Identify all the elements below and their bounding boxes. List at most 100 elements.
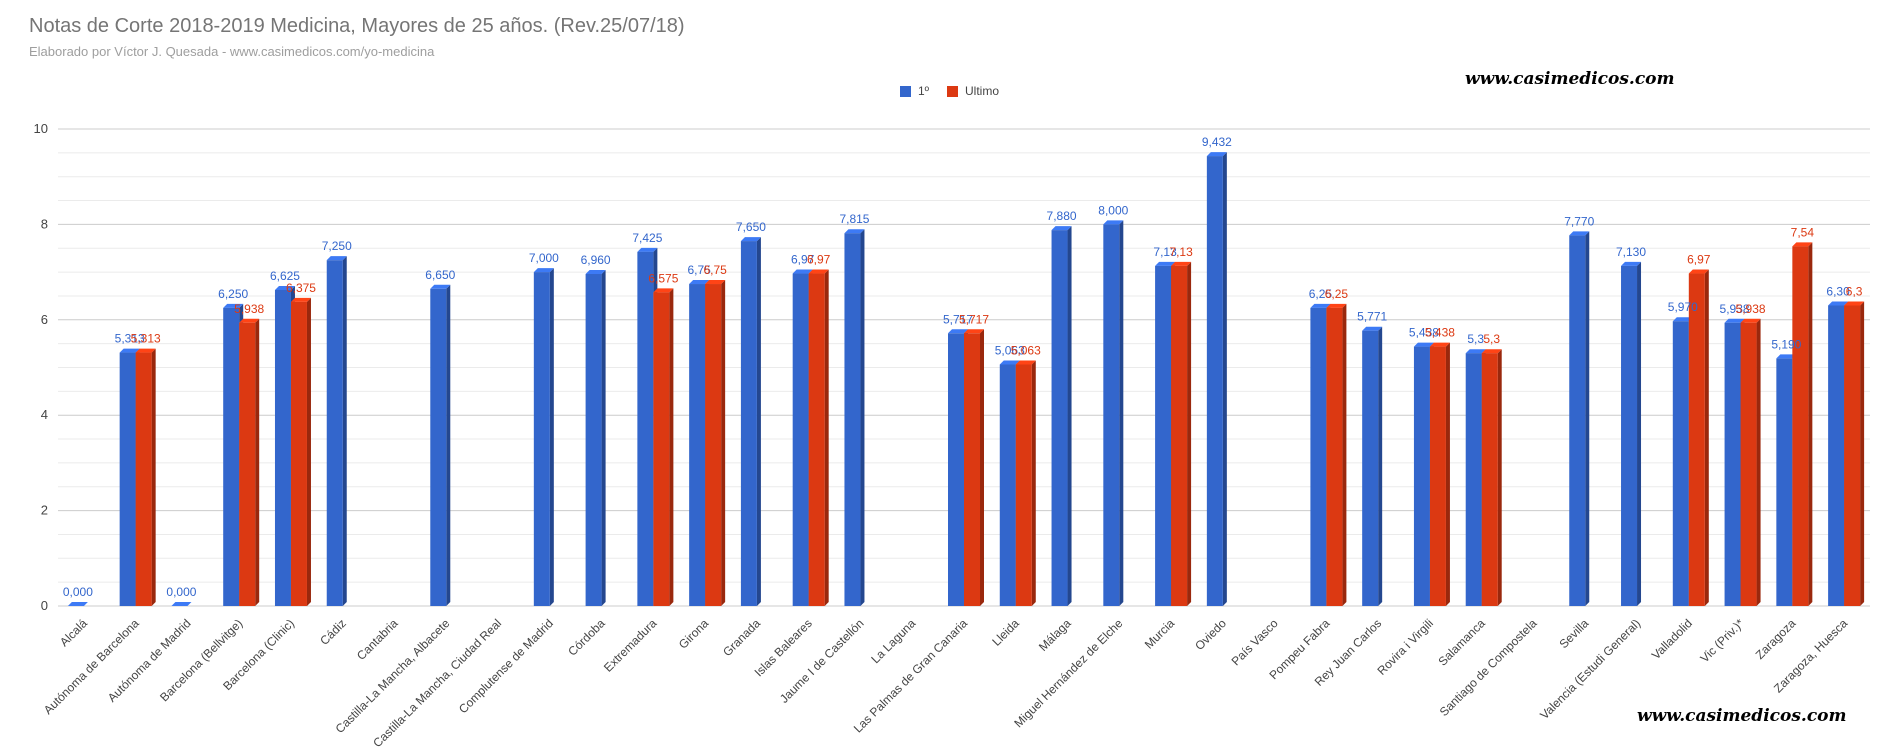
data-label: 7,13 [1169, 245, 1193, 259]
bar [326, 256, 347, 606]
data-label: 6,30 [1826, 284, 1850, 298]
data-label: 5,717 [959, 312, 989, 326]
x-tick-label: Las Palmas de Gran Canaria [851, 616, 971, 736]
x-tick-label: Girona [676, 616, 712, 652]
bar-top [239, 318, 260, 323]
gridlines [58, 128, 1870, 607]
y-tick-label: 10 [34, 121, 48, 136]
y-tick-label: 2 [41, 503, 48, 518]
bar-front [999, 364, 1016, 606]
bar [808, 269, 829, 606]
x-tick-label: Alcalá [57, 616, 90, 649]
bar-top [999, 360, 1020, 365]
bar-front [1103, 224, 1120, 606]
legend-swatch-2 [947, 86, 958, 97]
data-label: 5,938 [234, 302, 264, 316]
bar [1621, 261, 1642, 606]
bar-side [1445, 342, 1450, 606]
bar-front [223, 307, 240, 606]
bar-side [1585, 231, 1590, 606]
bar-front [844, 233, 861, 607]
bar-top [653, 288, 674, 293]
legend-swatch-1 [900, 86, 911, 97]
bar-top [637, 247, 658, 252]
bar-front [637, 251, 654, 606]
data-label: 5,438 [1425, 326, 1455, 340]
bar [1792, 242, 1813, 607]
bar-top [792, 269, 813, 274]
bar-top [1724, 318, 1745, 323]
y-tick-label: 6 [41, 312, 48, 327]
x-tick-label: Lleida [989, 616, 1022, 649]
bar-top [1569, 231, 1590, 236]
bar [1844, 301, 1865, 606]
bar [67, 602, 88, 606]
data-label: 5,063 [995, 343, 1025, 357]
bar [430, 284, 451, 606]
bar-top [1206, 152, 1227, 157]
bar-top [740, 237, 761, 242]
bar [171, 602, 192, 606]
bar-front [135, 352, 152, 606]
bar [653, 288, 674, 606]
bar-front [1326, 307, 1343, 606]
data-label: 6,97 [807, 253, 831, 267]
data-label: 5,717 [943, 312, 973, 326]
bar-top [1844, 301, 1865, 306]
bar-side [1222, 152, 1227, 606]
bar [1171, 261, 1192, 606]
bar-top [1672, 317, 1693, 322]
data-label: 7,770 [1564, 214, 1594, 228]
bar-top [1688, 269, 1709, 274]
x-tick-label: Rovira i Virgili [1374, 616, 1436, 678]
data-label: 7,000 [529, 251, 559, 265]
x-tick-label: Murcia [1142, 616, 1178, 652]
bar-top [430, 284, 451, 289]
bar-top [585, 270, 606, 275]
data-label: 5,3 [1467, 332, 1484, 346]
bar-side [255, 318, 260, 606]
x-tick-label: Sevilla [1556, 616, 1591, 651]
bar-front [274, 289, 291, 606]
bar-top [1481, 349, 1502, 354]
data-label: 5,190 [1771, 337, 1801, 351]
data-label: 7,425 [632, 231, 662, 245]
bar-top [135, 348, 156, 353]
bar [1206, 152, 1227, 606]
bar-top [705, 280, 726, 285]
data-label: 6,575 [648, 271, 678, 285]
bar-front [964, 333, 980, 606]
bar-side [824, 269, 829, 606]
watermark-bottom: www.casimedicos.com [1637, 706, 1847, 726]
bar-front [653, 292, 670, 606]
bar-front [239, 322, 256, 606]
bar-top [1155, 261, 1176, 266]
bar-side [1637, 261, 1642, 606]
data-label: 6,25 [1309, 287, 1333, 301]
bar-top [119, 348, 140, 353]
bar-front [585, 274, 602, 606]
bar-top [1465, 349, 1486, 354]
bar-top [1103, 220, 1124, 225]
bar [533, 268, 554, 606]
x-tick-label: Córdoba [565, 616, 608, 659]
x-tick-label: País Vasco [1229, 616, 1281, 668]
legend[interactable]: 1º Ultimo [900, 84, 999, 98]
bar [1429, 342, 1450, 606]
bar-side [1119, 220, 1124, 606]
bar-front [1481, 353, 1498, 606]
bar-front [326, 260, 343, 606]
bar [844, 229, 865, 607]
x-tick-label: Valencia (Estudi General) [1537, 616, 1643, 722]
chart-subtitle: Elaborado por Víctor J. Quesada - www.ca… [29, 44, 435, 59]
bar-side [1756, 318, 1761, 606]
data-label: 9,432 [1202, 135, 1232, 149]
bar-side [756, 237, 761, 606]
data-label: 6,25 [1325, 287, 1349, 301]
data-label: 5,313 [115, 332, 145, 346]
bar-front [430, 288, 447, 606]
x-tick-label: Autónoma de Barcelona [41, 616, 142, 717]
bar-top [808, 269, 829, 274]
x-tick-label: Vic (Priv.)* [1698, 616, 1747, 665]
bar-top [1792, 242, 1813, 247]
